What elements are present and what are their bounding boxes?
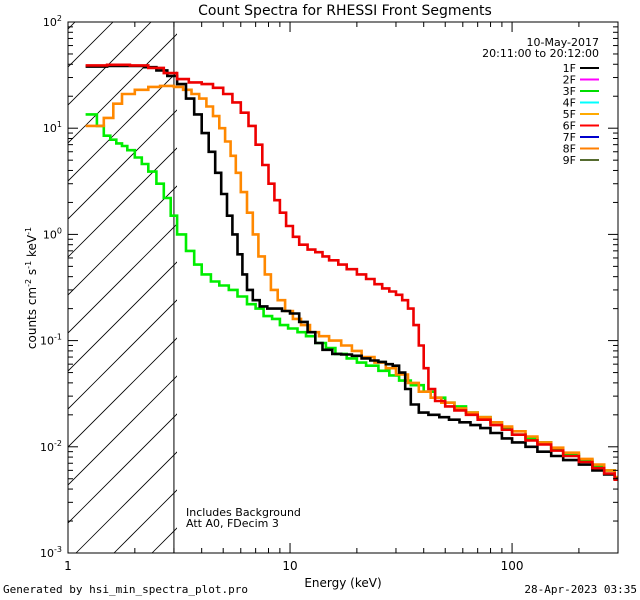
- legend-label-7F: 7F: [563, 131, 576, 144]
- series-3F: [85, 113, 618, 481]
- legend-label-4F: 4F: [563, 97, 576, 110]
- hatch-line: [68, 147, 177, 258]
- x-axis-label: Energy (keV): [304, 576, 381, 590]
- hatch-line: [68, 109, 177, 220]
- legend-label-1F: 1F: [563, 62, 576, 75]
- footer-generated-by: Generated by hsi_min_spectra_plot.pro: [3, 583, 249, 596]
- hatch-line: [68, 22, 114, 68]
- chart-title: Count Spectra for RHESSI Front Segments: [198, 3, 492, 19]
- hatch-line: [68, 375, 177, 486]
- plot-date: 10-May-2017: [527, 36, 599, 49]
- annotation-attenuator: Att A0, FDecim 3: [186, 517, 279, 530]
- legend-label-9F: 9F: [563, 154, 576, 167]
- y-tick-label: 10-1: [40, 333, 62, 348]
- hatch-line: [68, 71, 177, 182]
- legend-label-6F: 6F: [563, 120, 576, 133]
- legend-label-2F: 2F: [563, 74, 576, 87]
- y-tick-label: 101: [43, 120, 62, 135]
- legend-label-3F: 3F: [563, 85, 576, 98]
- series-group: [85, 63, 618, 481]
- y-tick-label: 10-2: [40, 439, 62, 454]
- hatch-line: [68, 185, 177, 296]
- excluded-region-hatch: [68, 0, 640, 553]
- hatch-line: [228, 0, 640, 553]
- hatch-line: [68, 223, 177, 334]
- x-tick-label: 1: [64, 559, 72, 573]
- x-tick-label: 10: [282, 559, 297, 573]
- y-axis-label: counts cm-2 s-1 keV-1: [24, 227, 39, 349]
- x-axis: 1 10 100: [64, 22, 619, 573]
- hatch-line: [75, 451, 177, 553]
- hatch-line: [68, 33, 177, 144]
- y-axis: 10-3 10-2 10-1 100 101 102: [40, 14, 618, 560]
- plot-frame: [67, 21, 619, 554]
- hatch-line: [68, 22, 152, 106]
- annotation-background: Includes Background: [186, 506, 301, 519]
- footer-timestamp: 28-Apr-2023 03:35: [524, 583, 637, 596]
- legend-label-5F: 5F: [563, 108, 576, 121]
- hatch-line: [68, 337, 177, 448]
- y-tick-label: 10-3: [40, 545, 62, 560]
- x-tick-label: 100: [501, 559, 524, 573]
- hatch-line: [266, 0, 640, 553]
- y-tick-label: 102: [43, 14, 62, 29]
- hatch-line: [68, 413, 177, 524]
- series-8F: [85, 84, 618, 479]
- legend-label-8F: 8F: [563, 143, 576, 156]
- series-6F: [85, 63, 618, 481]
- series-1F: [85, 64, 618, 481]
- hatch-line: [68, 299, 177, 410]
- y-tick-label: 100: [43, 226, 62, 241]
- plot-time-range: 20:11:00 to 20:12:00: [482, 47, 599, 60]
